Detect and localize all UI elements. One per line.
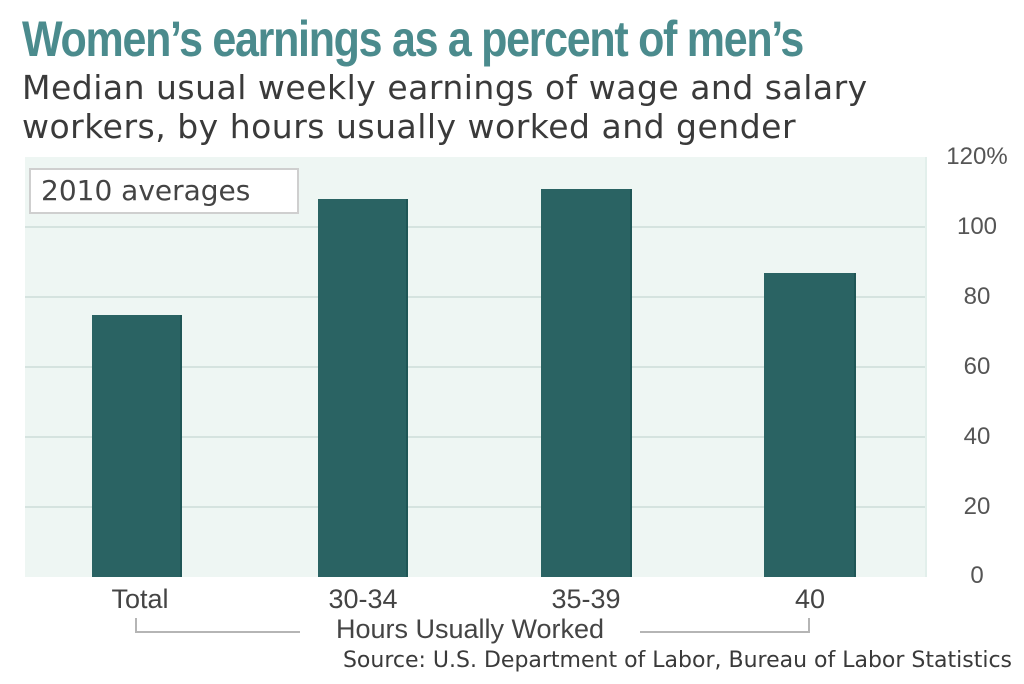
y-tick-120: 120%: [946, 143, 1008, 170]
y-tick-20: 20: [963, 493, 991, 520]
gridline-80: [25, 296, 925, 298]
subtitle-line-1: Median usual weekly earnings of wage and…: [22, 68, 868, 107]
x-axis-label: Hours Usually Worked: [300, 614, 640, 645]
gridline-60: [25, 366, 925, 368]
x-tick-35-39: 35-39: [551, 584, 621, 614]
y-tick-60: 60: [963, 353, 991, 380]
chart-subtitle: Median usual weekly earnings of wage and…: [22, 68, 868, 146]
bar-35-39: [541, 188, 632, 577]
gridline-20: [25, 506, 925, 508]
subtitle-line-2: workers, by hours usually worked and gen…: [22, 107, 797, 146]
bar-total: [92, 314, 182, 577]
x-tick-40: 40: [794, 584, 826, 614]
y-tick-100: 100: [956, 213, 998, 240]
bar-40: [764, 272, 856, 577]
y-tick-40: 40: [963, 423, 991, 450]
x-tick-total: Total: [111, 584, 169, 614]
legend-box: 2010 averages: [29, 168, 299, 214]
gridline-100: [25, 226, 925, 228]
chart-title: Women’s earnings as a percent of men’s: [22, 11, 804, 67]
y-tick-0: 0: [970, 562, 984, 589]
bar-30-34: [318, 199, 408, 577]
gridline-40: [25, 436, 925, 438]
x-tick-30-34: 30-34: [328, 584, 398, 614]
y-tick-80: 80: [963, 283, 991, 310]
plot-area: 2010 averages: [25, 157, 927, 577]
source-note: Source: U.S. Department of Labor, Bureau…: [342, 648, 1012, 673]
